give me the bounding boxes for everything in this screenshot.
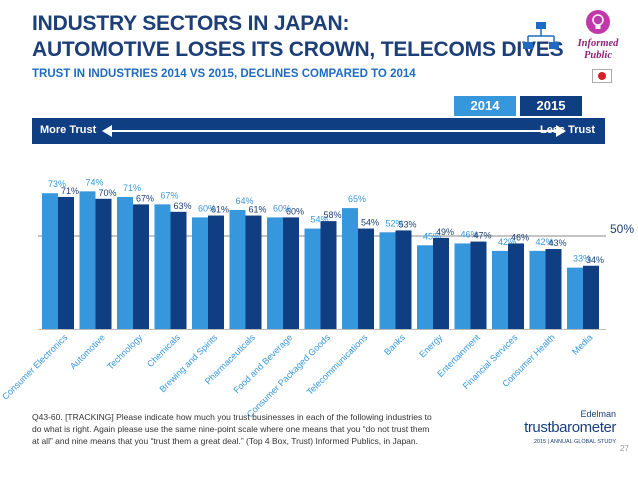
more-trust-label: More Trust bbox=[40, 124, 97, 136]
data-label-2015: 60% bbox=[286, 206, 304, 216]
data-label-2014: 54% bbox=[310, 215, 328, 225]
bar-2015 bbox=[395, 230, 412, 329]
data-label-2014: 45% bbox=[423, 231, 441, 241]
data-label-2014: 74% bbox=[85, 177, 103, 187]
edelman-trustbarometer-logo: Edelman trustbarometer 2015 | ANNUAL GLO… bbox=[524, 409, 616, 459]
bar-2015 bbox=[470, 241, 487, 329]
page-subtitle: TRUST IN INDUSTRIES 2014 VS 2015, DECLIN… bbox=[32, 68, 416, 80]
bar-2015 bbox=[283, 217, 299, 329]
legend-2014: 2014 bbox=[454, 96, 516, 116]
data-label-2014: 42% bbox=[498, 237, 516, 247]
bar-2014 bbox=[454, 243, 471, 329]
double-arrow-icon bbox=[102, 125, 566, 137]
bar-2014 bbox=[567, 267, 583, 329]
legend-2015: 2015 bbox=[520, 96, 582, 116]
data-label-2015: 63% bbox=[173, 201, 191, 211]
bar-2014 bbox=[492, 250, 508, 329]
data-label-2015: 43% bbox=[548, 238, 566, 248]
bar-2015 bbox=[545, 249, 562, 329]
data-label-2015: 47% bbox=[473, 231, 491, 241]
category-label: Consumer Electronics bbox=[0, 332, 70, 402]
data-label-2014: 33% bbox=[573, 254, 591, 264]
page-title-line1: INDUSTRY SECTORS IN JAPAN: bbox=[32, 12, 350, 35]
brand-study: 2015 | ANNUAL GLOBAL STUDY bbox=[533, 439, 616, 445]
badge-line2: Public bbox=[584, 50, 612, 61]
category-label: Technology bbox=[105, 332, 145, 372]
footnote: Q43-60. [TRACKING] Please indicate how m… bbox=[32, 412, 432, 446]
bar-2015 bbox=[583, 265, 599, 329]
trust-scale-band: More Trust Less Trust bbox=[32, 118, 605, 144]
brand-edelman: Edelman bbox=[580, 409, 616, 419]
data-label-2014: 60% bbox=[198, 203, 216, 213]
bar-2015 bbox=[58, 196, 74, 329]
bar-2015 bbox=[95, 198, 112, 329]
data-label-2015: 53% bbox=[398, 219, 416, 229]
bar-2015 bbox=[433, 237, 449, 329]
data-label-2014: 65% bbox=[348, 194, 366, 204]
data-label-2015: 70% bbox=[98, 188, 116, 198]
data-label-2014: 46% bbox=[460, 229, 478, 239]
bar-2014 bbox=[379, 232, 396, 329]
brand-trustbarometer: trustbarometer bbox=[524, 419, 616, 436]
bar-2014 bbox=[267, 217, 283, 329]
category-label: Chemicals bbox=[145, 332, 182, 369]
data-label-2014: 60% bbox=[273, 203, 291, 213]
data-label-2015: 58% bbox=[323, 210, 341, 220]
bar-2014 bbox=[154, 204, 171, 329]
page-title-line2: AUTOMOTIVE LOSES ITS CROWN, TELECOMS DIV… bbox=[32, 38, 564, 61]
bar-2014 bbox=[229, 209, 246, 329]
data-label-2014: 73% bbox=[48, 179, 66, 189]
informed-public-badge: Informed Public bbox=[566, 10, 630, 90]
less-trust-label: Less Trust bbox=[539, 124, 595, 136]
bar-2015 bbox=[208, 215, 224, 329]
data-label-2014: 52% bbox=[385, 218, 403, 228]
data-label-2015: 71% bbox=[61, 186, 79, 196]
data-label-2015: 67% bbox=[136, 193, 154, 203]
informed-public-label: Informed Public bbox=[566, 38, 630, 62]
data-label-2015: 61% bbox=[211, 205, 229, 215]
data-label-2015: 49% bbox=[436, 227, 454, 237]
category-label: Media bbox=[570, 332, 594, 356]
bar-2015 bbox=[133, 204, 149, 329]
category-label: Automotive bbox=[68, 332, 107, 371]
bar-2015 bbox=[245, 215, 262, 329]
category-label: Banks bbox=[382, 332, 407, 357]
category-label: Energy bbox=[417, 332, 445, 360]
org-chart-icon bbox=[523, 22, 559, 49]
japan-flag-icon bbox=[592, 69, 612, 83]
data-label-2014: 42% bbox=[535, 237, 553, 247]
lightbulb-icon bbox=[586, 10, 610, 34]
bar-2014 bbox=[304, 228, 321, 329]
bar-2015 bbox=[508, 243, 524, 329]
bar-2015 bbox=[170, 211, 187, 329]
page-number: 27 bbox=[620, 444, 629, 453]
bar-2014 bbox=[192, 217, 208, 329]
data-label-2015: 46% bbox=[511, 232, 529, 242]
data-label-2014: 71% bbox=[123, 183, 141, 193]
bar-2014 bbox=[117, 196, 133, 329]
data-label-2015: 61% bbox=[248, 205, 266, 215]
bar-2014 bbox=[342, 208, 358, 329]
bar-2015 bbox=[358, 228, 374, 329]
bar-2014 bbox=[79, 191, 96, 329]
bar-2014 bbox=[417, 245, 433, 329]
bar-2015 bbox=[320, 221, 337, 329]
data-label-2014: 64% bbox=[235, 196, 253, 206]
benchmark-label: 50% bbox=[610, 222, 635, 236]
data-label-2015: 34% bbox=[586, 255, 604, 265]
data-label-2014: 67% bbox=[160, 190, 178, 200]
bar-2014 bbox=[529, 250, 546, 329]
bar-2014 bbox=[42, 193, 58, 329]
data-label-2015: 54% bbox=[361, 218, 379, 228]
badge-line1: Informed bbox=[577, 38, 619, 49]
